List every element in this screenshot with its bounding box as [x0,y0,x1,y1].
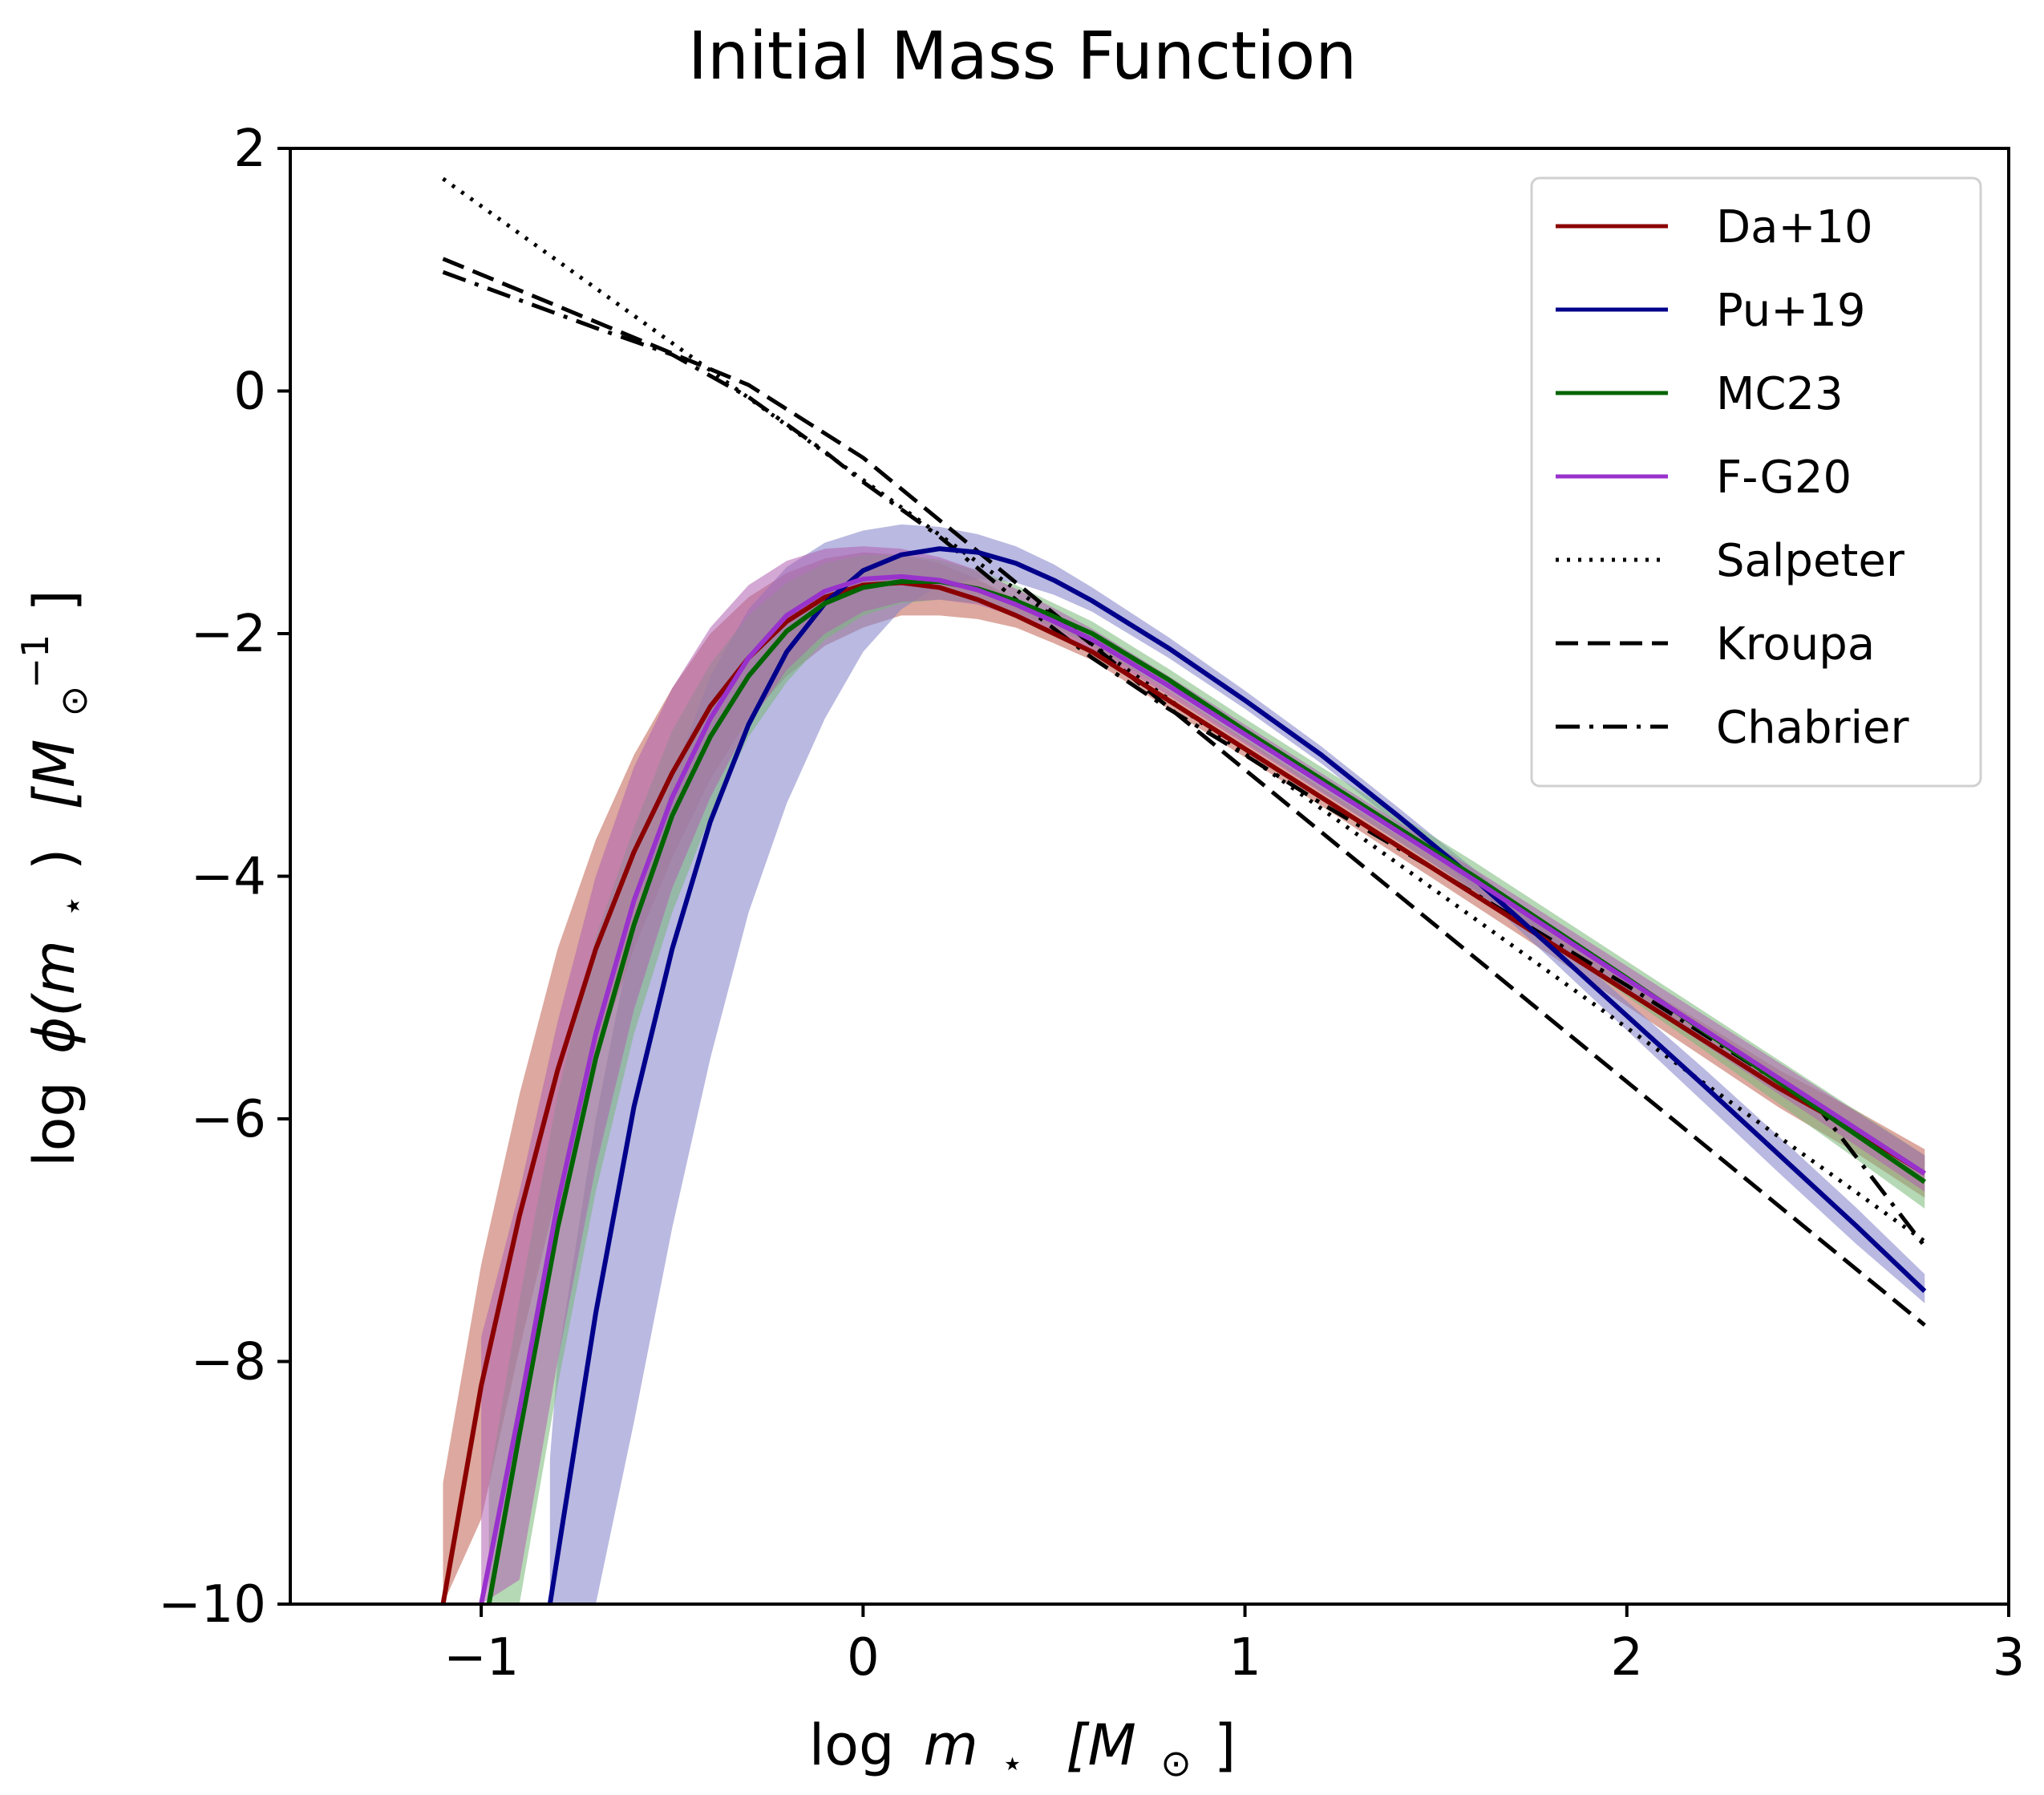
x-label-star: ⋆ [1001,1741,1024,1785]
y-tick-label: −4 [191,848,266,907]
y-label-sun: ⊙ [52,686,95,717]
legend-label-f-g20: F-G20 [1716,452,1852,504]
x-tick-label: 3 [1993,1628,2026,1688]
y-tick-label: 0 [233,363,266,422]
x-label-log: log [809,1712,895,1778]
legend-label-salpeter: Salpeter [1716,535,1905,587]
y-label-unit-close: ] [22,590,87,611]
legend-label-mc23: MC23 [1716,368,1844,420]
y-tick-label: −6 [191,1090,266,1149]
legend-label-pu-19: Pu+19 [1716,285,1865,337]
axis-ticks: −1 0 1 2 3−10−8−6−4−202 [158,120,2025,1688]
legend-box [1530,176,1982,788]
y-label-exponent: −1 [14,634,57,689]
line-da-10 [440,580,1926,1604]
plot-area [440,176,1927,1604]
y-label-phi: ϕ(m [22,940,87,1054]
x-label-m: m [924,1712,978,1778]
x-label-unit-open: [M [1066,1712,1136,1778]
legend: Da+10 Pu+19 MC23 F-G20 Salpeter Kroupa Chabrie… [1530,176,1982,788]
x-tick-label: 0 [847,1628,880,1688]
line-pu-19 [547,546,1927,1604]
legend-label-kroupa: Kroupa [1716,618,1875,671]
legend-label-da-10: Da+10 [1716,201,1873,253]
y-label-close-paren: ) [22,849,87,870]
y-tick-label: −10 [158,1575,266,1635]
y-label-unit-open: [M [22,739,87,810]
y-label-log: log [22,1081,87,1167]
x-axis-label: log m ⋆ [M ⊙ ] [809,1712,1237,1789]
y-axis-label: log ϕ(m ⋆ ) [M ⊙ −1 ] [0,590,100,1167]
x-label-sun: ⊙ [1160,1741,1192,1785]
line-kroupa [442,257,1926,1327]
x-tick-label: 1 [1228,1628,1261,1688]
chart-title: Initial Mass Function [688,18,1357,95]
y-tick-label: −2 [191,605,266,664]
x-label-unit-close: ] [1214,1712,1236,1778]
y-tick-label: 2 [233,120,266,179]
y-label-star: ⋆ [51,894,94,918]
x-tick-label: −1 [443,1628,519,1688]
legend-label-chabrier: Chabrier [1716,702,1909,754]
y-tick-label: −8 [191,1333,266,1392]
line-f-g20 [479,573,1926,1604]
x-tick-label: 2 [1610,1628,1643,1688]
